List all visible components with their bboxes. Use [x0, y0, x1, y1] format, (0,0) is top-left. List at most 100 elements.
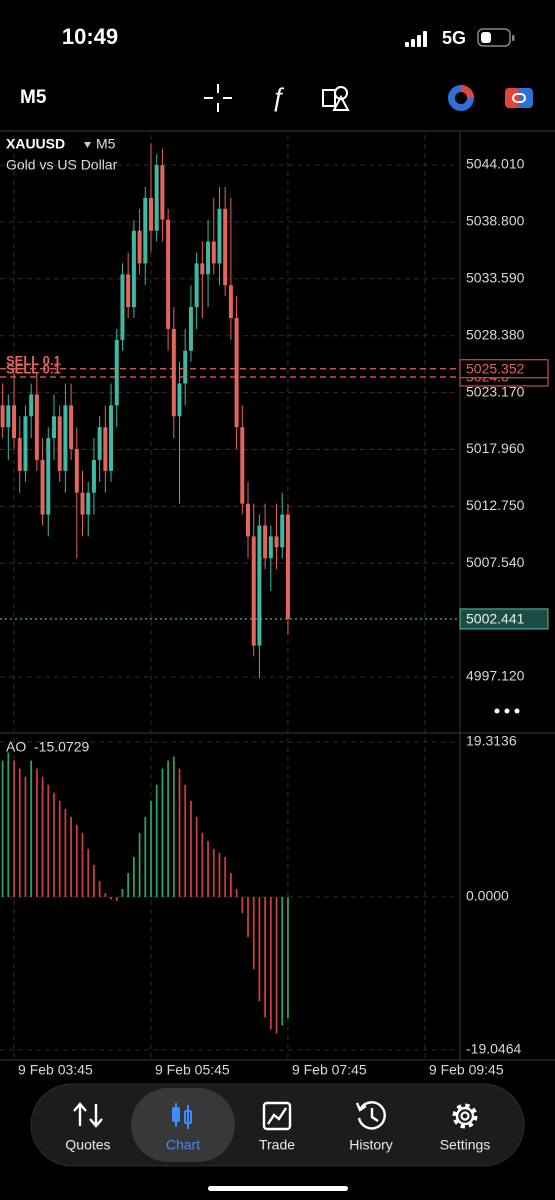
nav-active-pill — [131, 1088, 235, 1162]
symbol[interactable]: XAUUSD — [6, 136, 65, 152]
nav-settings[interactable]: Settings — [440, 1103, 491, 1153]
ao-bar — [18, 768, 21, 898]
trade-button[interactable] — [505, 88, 533, 108]
y-tick-label: 5033.590 — [466, 270, 525, 286]
symbol-description: Gold vs US Dollar — [6, 157, 118, 173]
candle-body — [23, 416, 28, 471]
x-tick-label: 9 Feb 09:45 — [429, 1062, 504, 1078]
ao-bar — [161, 768, 164, 898]
candle-body — [160, 165, 165, 220]
order-price-box — [459, 359, 549, 379]
candle-body — [12, 405, 17, 439]
y-tick-label: 5028.380 — [466, 326, 525, 342]
ao-bar — [247, 897, 249, 938]
candle-body — [200, 263, 205, 275]
candle-body — [217, 208, 222, 264]
candle-body — [166, 219, 171, 329]
toolbar-timeframe[interactable]: M5 — [20, 87, 47, 108]
y-tick-label: 5017.960 — [466, 440, 525, 456]
candle-body — [285, 514, 290, 619]
signal-icon — [405, 31, 427, 47]
current-price-box — [459, 608, 549, 630]
ao-bar — [104, 893, 107, 898]
y-tick-label: 19.3136 — [466, 733, 517, 749]
candle-body — [17, 438, 22, 471]
ao-bar — [98, 880, 101, 898]
nav-label[interactable]: Quotes — [65, 1137, 110, 1153]
ao-bar — [269, 897, 272, 1030]
candle-body — [80, 492, 85, 515]
ao-bar — [144, 816, 147, 898]
y-tick-label: 5007.540 — [466, 554, 525, 570]
nav-label[interactable]: Trade — [259, 1137, 295, 1153]
ao-bar — [93, 864, 95, 898]
indicator-value: -15.0729 — [34, 739, 89, 755]
indicators-button[interactable]: ƒ — [271, 82, 285, 112]
chart-timeframe: M5 — [96, 136, 116, 152]
y-tick-label: -19.0464 — [466, 1041, 521, 1057]
candle-body — [97, 427, 102, 460]
ao-bar — [184, 784, 187, 898]
ao-bar — [241, 897, 244, 914]
candle-body — [194, 263, 199, 308]
candle-body — [114, 339, 119, 406]
candle-body — [6, 405, 11, 428]
candle-body — [131, 230, 136, 308]
nav-label[interactable]: Chart — [166, 1137, 200, 1153]
ao-bar — [252, 897, 255, 970]
ao-bar — [24, 776, 27, 898]
current-price-label: 5002.441 — [466, 611, 525, 627]
ao-bar — [30, 760, 33, 898]
candle-body — [280, 514, 285, 548]
candle-body — [177, 383, 182, 417]
ao-bar — [201, 832, 204, 898]
ao-bar — [258, 897, 261, 1002]
ao-bar — [287, 897, 289, 1018]
nav-trade[interactable]: Trade — [259, 1101, 295, 1153]
nav-label[interactable]: Settings — [440, 1137, 491, 1153]
ao-bar — [70, 816, 73, 898]
ao-bar — [195, 816, 198, 898]
battery-icon — [477, 28, 515, 47]
candle-body — [206, 241, 211, 275]
ao-bar — [81, 832, 84, 898]
nav-chart[interactable]: Chart — [166, 1103, 200, 1153]
candle-body — [63, 405, 68, 471]
symbol-dropdown[interactable] — [84, 142, 91, 148]
ao-bar — [155, 784, 158, 898]
nav-quotes[interactable]: Quotes — [65, 1102, 111, 1153]
x-tick-label: 9 Feb 05:45 — [155, 1062, 230, 1078]
nav-label[interactable]: History — [349, 1137, 393, 1153]
candle-body — [0, 405, 5, 428]
candle-body — [171, 328, 176, 417]
y-tick-label: 4997.120 — [466, 668, 525, 684]
objects-button[interactable] — [322, 86, 350, 111]
candle-body — [109, 405, 114, 471]
order-label: SELL 0.1 — [6, 353, 61, 368]
ao-bar — [150, 800, 152, 898]
ao-bar — [224, 856, 227, 898]
ao-bar — [264, 897, 267, 1018]
candle-body — [120, 274, 125, 340]
ao-bar — [212, 848, 215, 898]
candle-body — [103, 427, 108, 471]
y-tick-label: 5012.750 — [466, 497, 525, 513]
ao-bar — [87, 848, 90, 898]
more-button[interactable] — [494, 708, 520, 714]
candle-body — [246, 503, 251, 537]
account-button[interactable] — [448, 85, 474, 111]
crosshair-button[interactable] — [204, 84, 232, 112]
y-tick-label: 5038.800 — [466, 213, 525, 229]
candle-body — [143, 197, 148, 264]
ao-bar — [75, 824, 78, 898]
nav-history[interactable]: History — [349, 1101, 393, 1153]
candle-body — [51, 416, 56, 439]
ao-bar — [1, 760, 4, 898]
ao-bar — [7, 752, 10, 898]
candle-body — [137, 230, 142, 264]
ao-bar — [275, 897, 278, 1034]
candle-body — [91, 459, 96, 493]
